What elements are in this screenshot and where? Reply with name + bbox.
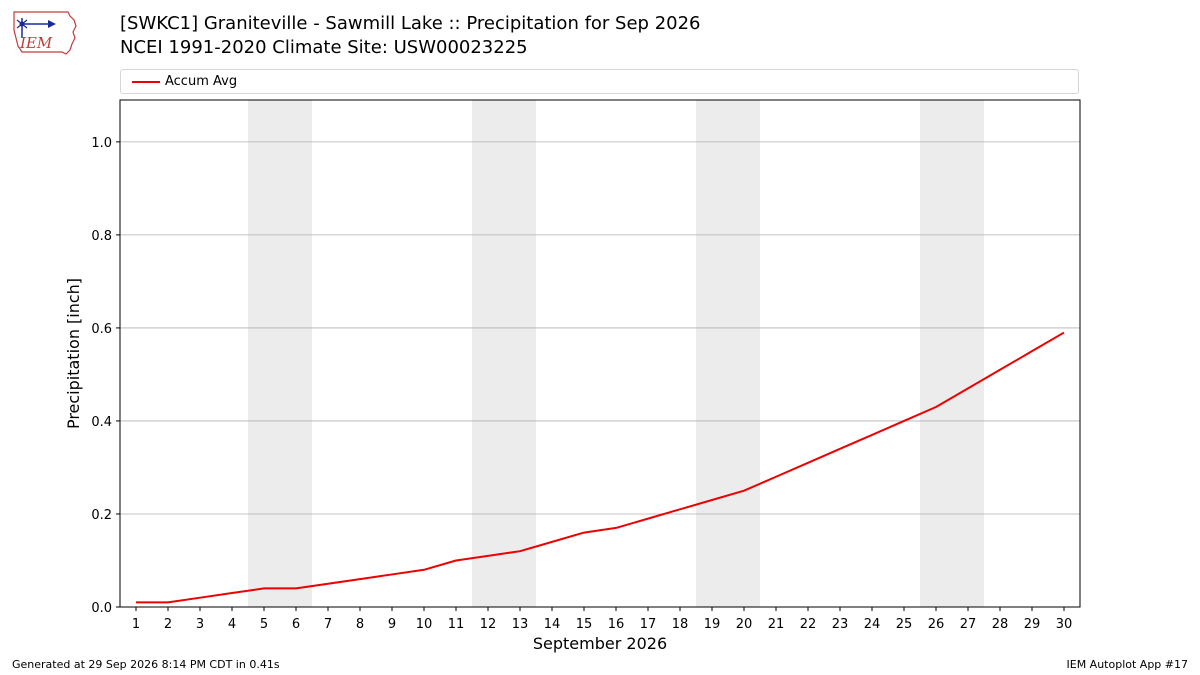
weekend-band	[920, 100, 984, 607]
y-tick-label: 0.2	[91, 508, 112, 523]
plot-frame	[119, 99, 1081, 608]
x-tick-label: 13	[512, 617, 529, 632]
x-tick-label: 12	[480, 617, 497, 632]
x-tick-label: 7	[324, 617, 332, 632]
x-tick-label: 25	[896, 617, 913, 632]
x-tick-label: 28	[992, 617, 1009, 632]
footer-generated: Generated at 29 Sep 2026 8:14 PM CDT in …	[12, 658, 280, 671]
title-line-1: [SWKC1] Graniteville - Sawmill Lake :: P…	[120, 13, 701, 34]
iowa-state-outline-icon: IEM	[13, 11, 77, 55]
y-tick-label: 0.4	[91, 415, 112, 430]
weekend-band	[472, 100, 536, 607]
x-tick-label: 17	[640, 617, 657, 632]
x-tick-label: 1	[132, 617, 140, 632]
title-line-2: NCEI 1991-2020 Climate Site: USW00023225	[120, 37, 528, 58]
legend: Accum Avg	[120, 69, 1079, 94]
x-tick-label: 18	[672, 617, 689, 632]
x-tick-label: 15	[576, 617, 593, 632]
x-tick-label: 22	[800, 617, 817, 632]
iem-logo: IEM	[8, 6, 82, 58]
x-tick-label: 6	[292, 617, 300, 632]
weekend-band	[248, 100, 312, 607]
legend-label: Accum Avg	[165, 74, 238, 89]
x-tick-label: 11	[448, 617, 465, 632]
x-tick-label: 2	[164, 617, 172, 632]
weekend-band	[696, 100, 760, 607]
x-tick-label: 24	[864, 617, 881, 632]
x-tick-label: 21	[768, 617, 785, 632]
y-tick-label: 0.0	[91, 601, 112, 616]
x-tick-label: 23	[832, 617, 849, 632]
footer-app-id: IEM Autoplot App #17	[1066, 658, 1189, 671]
x-tick-label: 14	[544, 617, 561, 632]
x-tick-label: 3	[196, 617, 204, 632]
x-axis-label: September 2026	[533, 634, 667, 653]
series-line-accum-avg	[136, 331, 1065, 604]
x-tick-label: 27	[960, 617, 977, 632]
x-tick-label: 29	[1024, 617, 1041, 632]
chart-title: [SWKC1] Graniteville - Sawmill Lake :: P…	[120, 12, 701, 60]
x-tick-label: 19	[704, 617, 721, 632]
y-tick-label: 1.0	[91, 136, 112, 151]
x-tick-label: 20	[736, 617, 753, 632]
x-tick-label: 4	[228, 617, 236, 632]
x-tick-label: 30	[1056, 617, 1073, 632]
x-tick-label: 8	[356, 617, 364, 632]
logo-text: IEM	[19, 34, 53, 52]
x-tick-label: 26	[928, 617, 945, 632]
x-tick-label: 5	[260, 617, 268, 632]
x-tick-label: 9	[388, 617, 396, 632]
y-tick-label: 0.8	[91, 229, 112, 244]
legend-line-swatch	[132, 81, 160, 83]
x-tick-label: 16	[608, 617, 625, 632]
y-tick-label: 0.6	[91, 322, 112, 337]
x-tick-label: 10	[416, 617, 433, 632]
y-axis-label: Precipitation [inch]	[64, 278, 83, 429]
